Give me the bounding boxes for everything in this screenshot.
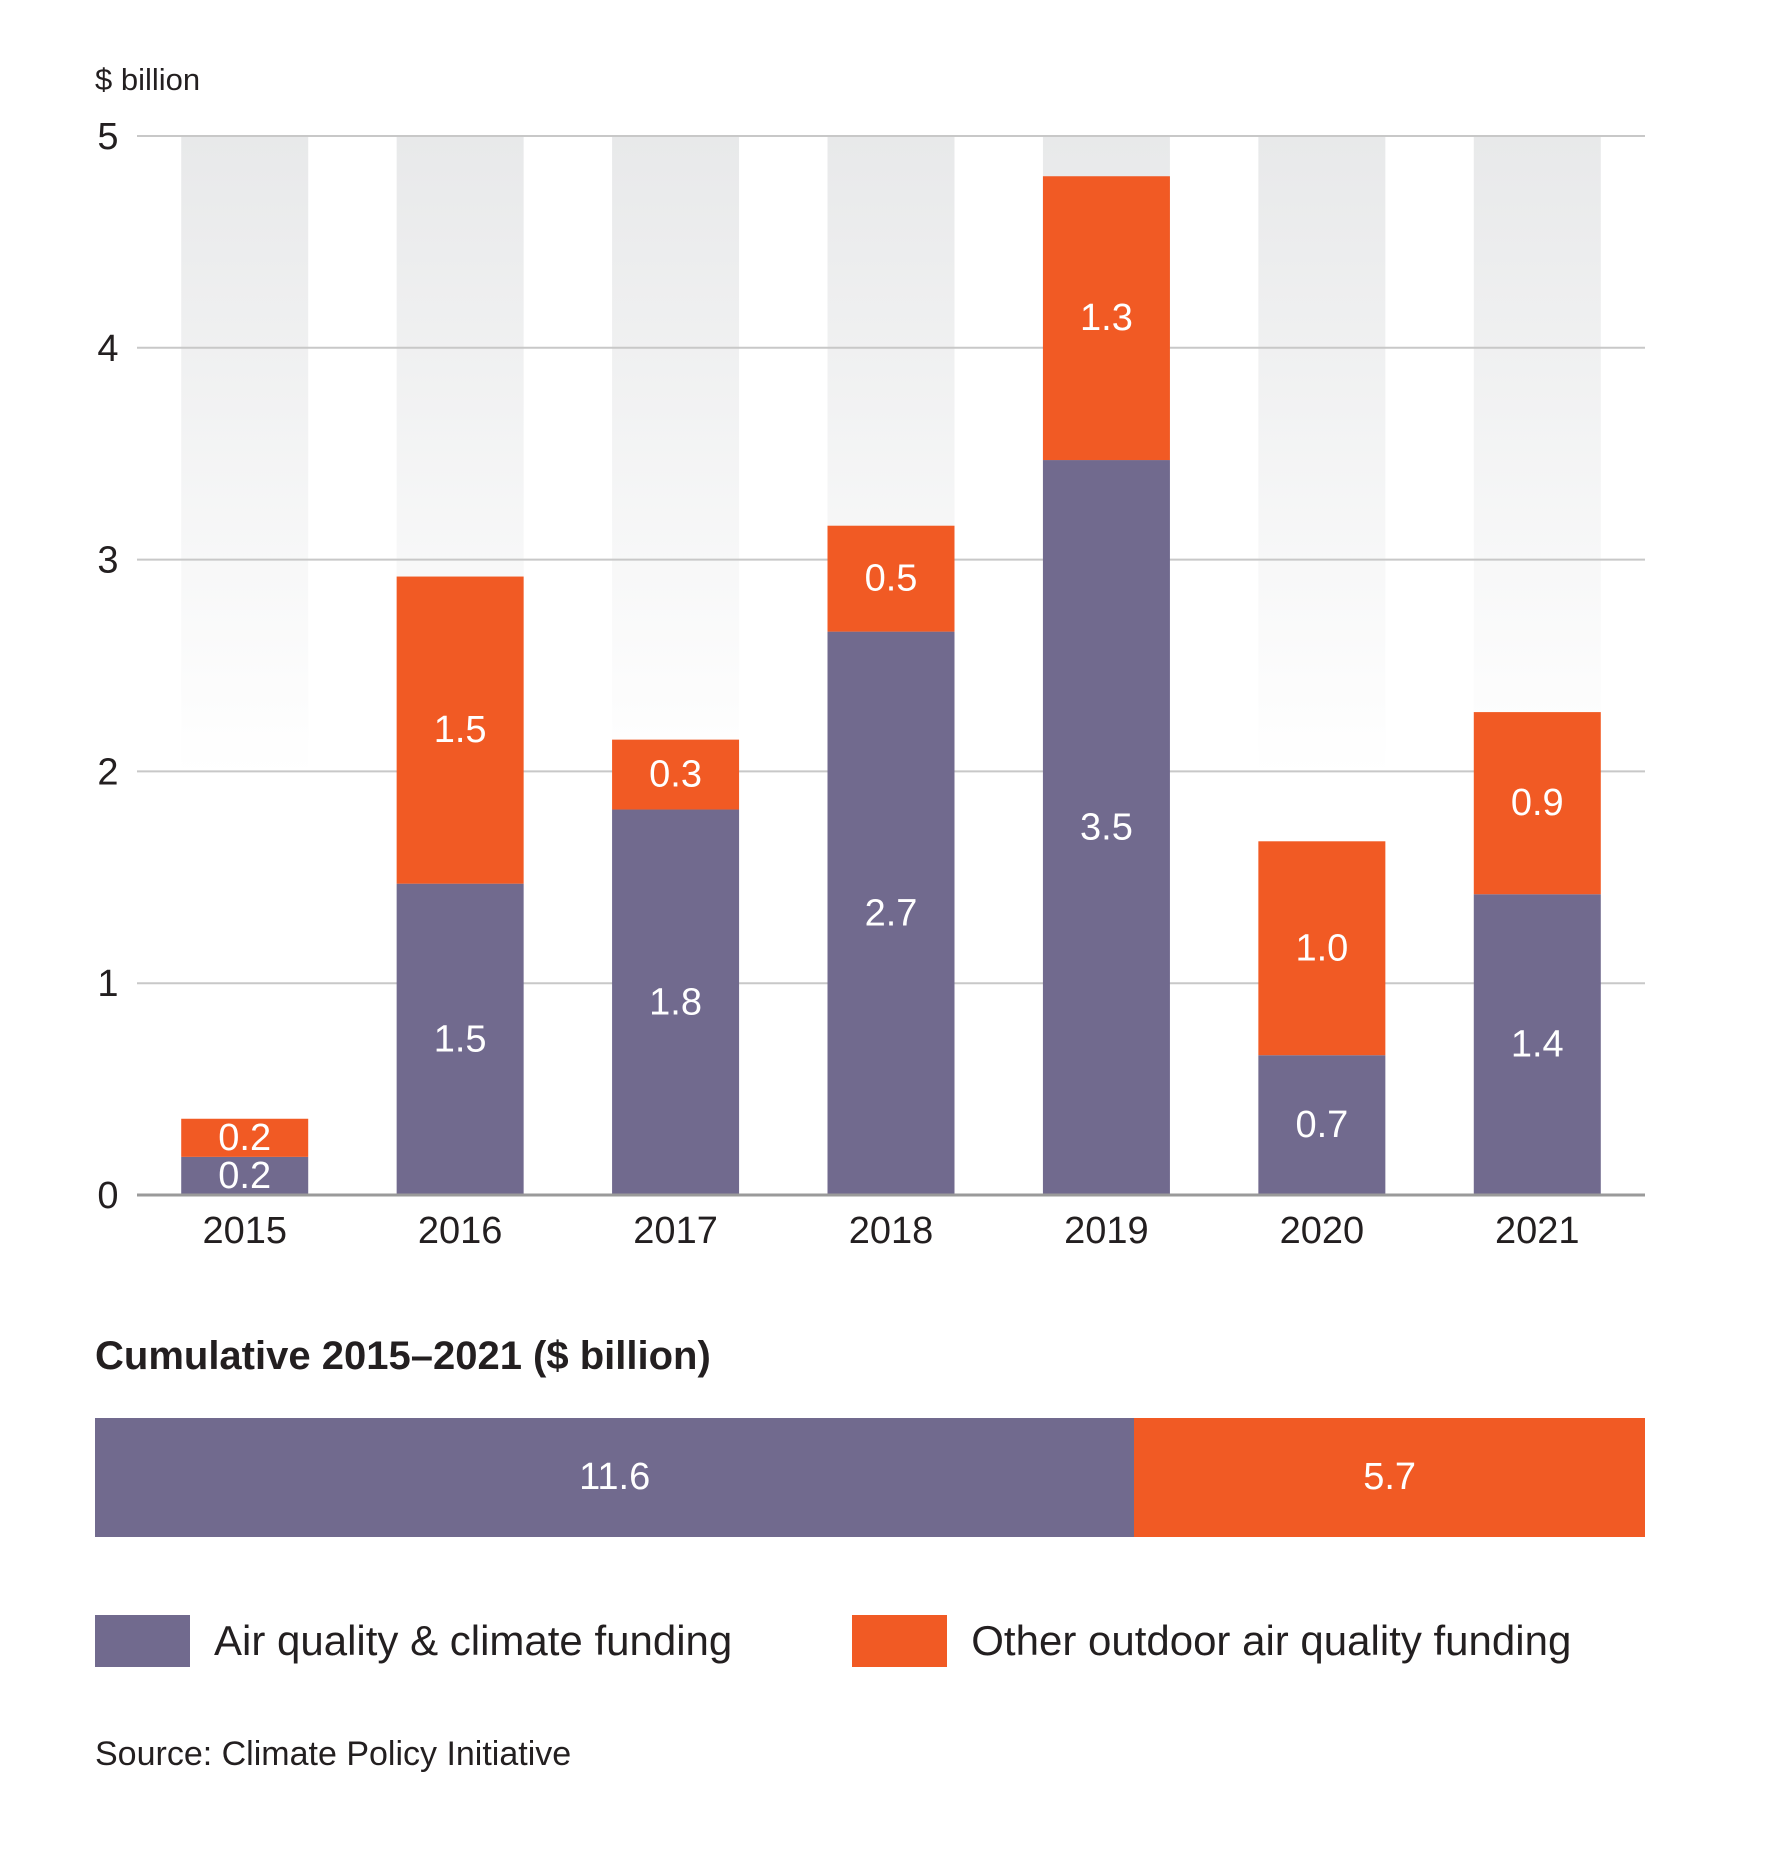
data-label-2019-series-1: 1.3 [1080,297,1133,339]
stacked-bar-chart: 0.20.2 1.5 1.5 1.8 0.3 2.7 0.5 3.5 1.3 0.7 1.0 1.4 0… [95,62,1645,1252]
legend-swatch-air-climate [95,1615,190,1667]
background-column-2017 [612,136,740,776]
data-label-2019-series-0: 3.5 [1080,807,1133,849]
x-tick-label-2019: 2019 [1064,1210,1149,1252]
bar-2017-series-1 [612,739,740,810]
bar-2018-series-1 [827,525,955,632]
x-tick-label-2018: 2018 [849,1210,934,1252]
bar-2021-series-1 [1473,712,1601,895]
legend-label-other: Other outdoor air quality funding [971,1617,1572,1664]
source-note: Source: Climate Policy Initiative [95,1735,572,1773]
y-tick-label-1: 1 [97,963,118,1005]
bar-2020-series-1 [1258,841,1386,1056]
bar-2018-series-0 [827,631,955,1195]
data-label-2015-series-0: 0.2 [218,1155,271,1197]
background-column-2021 [1473,136,1601,776]
y-tick-label-3: 3 [97,540,118,582]
data-label-2018-series-1: 0.5 [865,558,918,600]
x-tick-label-2020: 2020 [1280,1210,1365,1252]
bar-2020-series-0 [1258,1055,1386,1195]
cumulative-title: Cumulative 2015–2021 ($ billion) [95,1334,711,1378]
legend-label-air-climate: Air quality & climate funding [214,1617,733,1664]
y-tick-label-0: 0 [97,1175,118,1217]
data-label-2015-series-1: 0.2 [218,1117,271,1159]
cumulative-segment-air-climate: 11.6 [95,1418,1135,1537]
bar-2015-series-0 [181,1156,309,1195]
bar-2021-series-0 [1473,894,1601,1195]
legend-swatch-other [852,1615,948,1667]
data-label-2017-series-1: 0.3 [649,754,702,796]
data-label-2020-series-0: 0.7 [1295,1104,1348,1146]
cumulative-label-air-climate: 11.6 [579,1456,651,1498]
data-label-2020-series-1: 1.0 [1295,927,1348,969]
data-label-2018-series-0: 2.7 [865,892,918,934]
data-label-2021-series-1: 0.9 [1511,782,1564,824]
y-tick-label-4: 4 [97,328,118,370]
bar-2016-series-0 [396,883,524,1195]
bar-2019-series-0 [1042,460,1170,1196]
y-tick-label-2: 2 [97,751,118,793]
legend-item-other: Other outdoor air quality funding [852,1615,1571,1667]
bar-2016-series-1 [396,576,524,884]
bar-2019-series-1 [1042,176,1170,461]
cumulative-segment-other: 5.7 [1134,1418,1645,1537]
bar-2015-series-1 [181,1118,309,1157]
cumulative-label-other: 5.7 [1363,1456,1417,1498]
legend-item-air-climate: Air quality & climate funding [95,1615,732,1667]
data-label-2016-series-1: 1.5 [434,709,487,751]
data-label-2021-series-0: 1.4 [1511,1024,1564,1066]
background-column-2020 [1258,136,1386,776]
x-tick-label-2016: 2016 [418,1210,503,1252]
legend: Air quality & climate funding Other outd… [95,1615,1691,1667]
data-label-2016-series-0: 1.5 [434,1018,487,1060]
background-column-2015 [181,136,309,776]
y-tick-label-5: 5 [97,116,118,158]
x-tick-label-2021: 2021 [1495,1210,1580,1252]
x-tick-label-2017: 2017 [633,1210,718,1252]
y-axis-label: $ billion [95,62,200,97]
bar-2017-series-0 [612,809,740,1195]
cumulative-bar: 11.6 5.7 [95,1418,1645,1537]
data-label-2017-series-0: 1.8 [649,981,702,1023]
x-tick-label-2015: 2015 [202,1210,287,1252]
